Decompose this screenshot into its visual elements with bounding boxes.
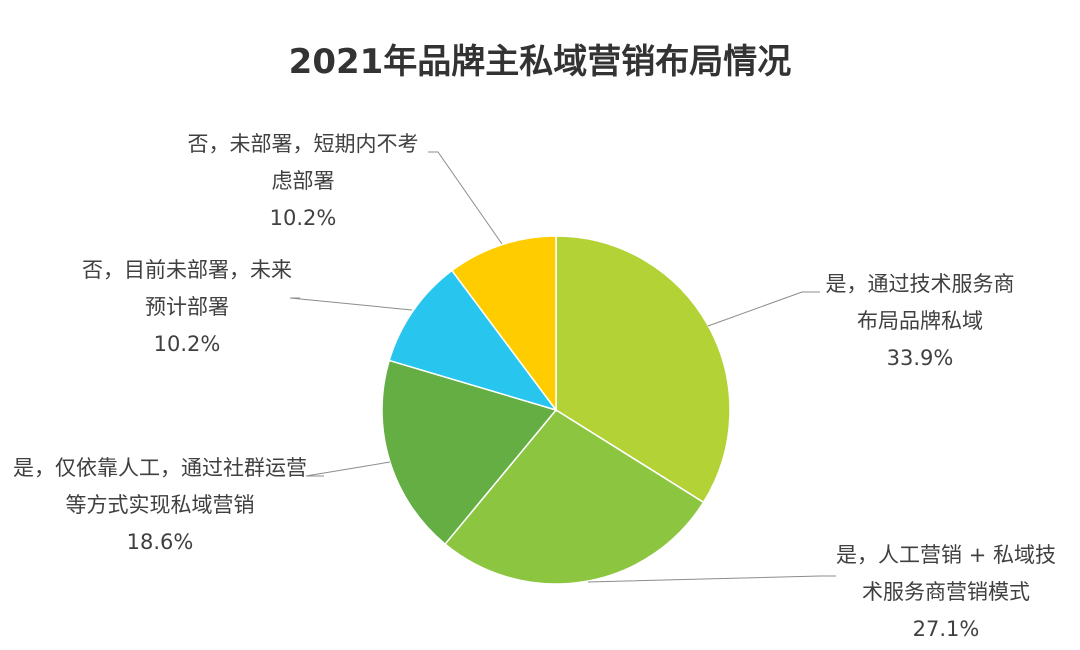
leader-line-slice-manual-plus-tech xyxy=(587,575,836,583)
slice-label-tech-provider: 是，通过技术服务商 布局品牌私域 33.9% xyxy=(800,266,1040,377)
leader-line-slice-manual-only xyxy=(305,461,391,477)
slice-label-percent: 27.1% xyxy=(912,617,980,641)
slice-label-line2: 预计部署 xyxy=(145,295,229,319)
leader-line-slice-not-deploy xyxy=(428,151,503,245)
slice-manual-only xyxy=(381,359,558,546)
slice-label-percent: 10.2% xyxy=(269,206,337,230)
slice-label-line2: 等方式实现私域营销 xyxy=(65,493,255,517)
slice-manual-plus-tech xyxy=(444,409,705,585)
slice-label-future-deploy: 否，目前未部署，未来 预计部署 10.2% xyxy=(72,252,302,363)
slice-future-deploy xyxy=(388,269,558,412)
slice-label-line1: 是，仅依靠人工，通过社群运营 xyxy=(13,456,307,480)
slice-not-deploy xyxy=(450,235,557,413)
slice-label-line1: 是，通过技术服务商 xyxy=(825,272,1015,296)
chart-title: 2021年品牌主私域营销布局情况 xyxy=(288,42,792,82)
leader-line-slice-tech-provider xyxy=(707,291,820,327)
slice-label-percent: 33.9% xyxy=(886,346,954,370)
leader-line-slice-future-deploy xyxy=(289,297,413,311)
slice-label-manual-only: 是，仅依靠人工，通过社群运营 等方式实现私域营销 18.6% xyxy=(0,450,320,561)
slice-label-line2: 术服务商营销模式 xyxy=(862,580,1030,604)
slice-label-percent: 18.6% xyxy=(126,530,194,554)
slice-label-line2: 布局品牌私域 xyxy=(857,309,983,333)
slice-label-line1: 否，目前未部署，未来 xyxy=(82,258,292,282)
slice-label-line1: 是，人工营销 + 私域技 xyxy=(836,543,1056,567)
slice-label-line2: 虑部署 xyxy=(271,169,335,193)
slice-label-percent: 10.2% xyxy=(153,332,221,356)
slice-label-manual-plus-tech: 是，人工营销 + 私域技 术服务商营销模式 27.1% xyxy=(826,537,1066,648)
slice-label-not-deploy: 否，未部署，短期内不考 虑部署 10.2% xyxy=(178,126,428,237)
slice-label-line1: 否，未部署，短期内不考 xyxy=(187,132,419,156)
